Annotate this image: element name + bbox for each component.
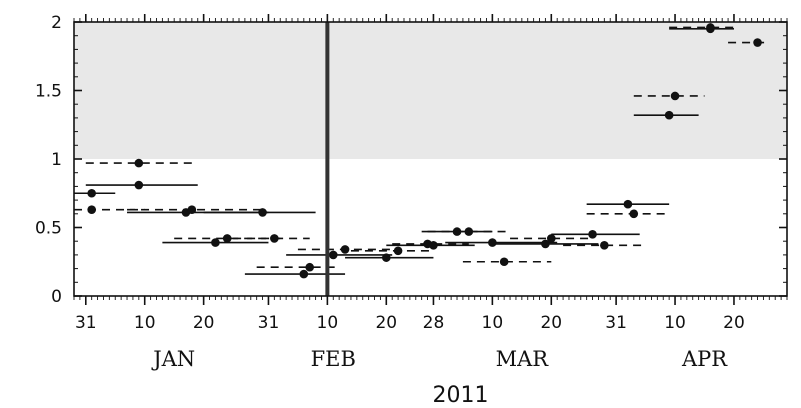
y-tick-label: 0.5 xyxy=(35,219,62,239)
month-label: JAN xyxy=(151,347,195,371)
x-axis-title: 2011 xyxy=(433,383,489,408)
series-1-point xyxy=(588,230,597,239)
series-1-point xyxy=(541,239,550,249)
series-1 xyxy=(74,24,734,279)
month-label: APR xyxy=(681,347,728,371)
month-label: FEB xyxy=(311,347,356,371)
series-2-point xyxy=(753,38,762,47)
month-label: MAR xyxy=(496,347,550,371)
series-2-point xyxy=(134,158,144,168)
series-2-point xyxy=(187,205,197,214)
x-tick-label: 10 xyxy=(482,313,504,333)
series-1-point xyxy=(87,188,96,198)
series-2-point xyxy=(546,234,556,243)
x-tick-label: 10 xyxy=(664,313,686,333)
shaded-band xyxy=(74,22,787,159)
y-tick-label: 0 xyxy=(51,287,62,307)
series-2-point xyxy=(499,257,509,267)
series-layer xyxy=(74,23,770,279)
series-2-point xyxy=(423,239,432,249)
x-tick-label: 10 xyxy=(134,313,156,333)
series-1-point xyxy=(623,199,633,209)
axis-layer: 0 0.5 1 1.5 2 31 10 20 31 10 20 28 10 20 31 10 20 JAN FEB M… xyxy=(35,13,788,371)
series-2-point xyxy=(270,234,279,243)
series-2-point xyxy=(629,209,639,219)
series-2 xyxy=(74,23,770,272)
x-tick-label: 31 xyxy=(258,313,280,333)
x-tick-label: 28 xyxy=(423,313,445,333)
series-1-point xyxy=(211,238,220,247)
series-1-point xyxy=(382,253,391,262)
x-tick-label: 20 xyxy=(193,313,215,333)
series-1-point xyxy=(488,238,497,247)
series-2-point xyxy=(670,91,680,101)
x-tick-label: 20 xyxy=(375,313,397,333)
y-tick-label: 1.5 xyxy=(35,82,62,102)
series-2-point xyxy=(393,246,403,256)
x-tick-label: 20 xyxy=(540,313,562,333)
x-tick-label: 31 xyxy=(605,313,627,333)
series-1-point xyxy=(134,180,144,190)
series-2-point xyxy=(87,205,96,214)
series-1-point xyxy=(664,110,674,120)
series-2-point xyxy=(706,23,715,32)
series-2-point xyxy=(222,234,232,243)
series-2-point xyxy=(340,245,350,254)
series-1-point xyxy=(299,269,309,279)
y-tick-label: 2 xyxy=(51,13,62,33)
series-1-point xyxy=(328,250,338,260)
x-tick-label: 20 xyxy=(723,313,745,333)
x-tick-label: 31 xyxy=(75,313,97,333)
series-2-point xyxy=(305,262,315,272)
series-2-point xyxy=(464,227,474,236)
series-2-point xyxy=(600,241,609,250)
x-tick-label: 10 xyxy=(317,313,339,333)
y-tick-label: 1 xyxy=(51,150,62,170)
